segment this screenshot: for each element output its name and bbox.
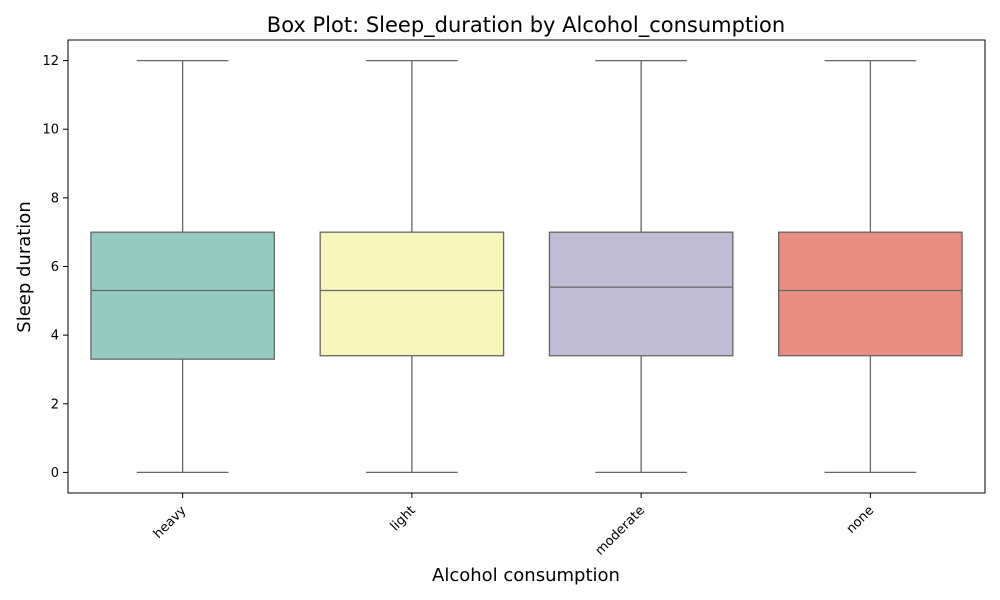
y-tick-label: 0 [51, 466, 59, 481]
x-tick-label: heavy [151, 503, 190, 542]
chart-title: Box Plot: Sleep_duration by Alcohol_cons… [267, 13, 785, 38]
box-none [778, 231, 963, 357]
x-axis-label: Alcohol consumption [432, 565, 620, 586]
box-group-heavy [90, 59, 275, 474]
y-tick-label: 12 [42, 54, 59, 69]
x-tick-label: light [388, 503, 419, 534]
box-heavy [90, 231, 275, 360]
y-tick-label: 8 [51, 191, 59, 206]
x-tick-label: moderate [593, 503, 648, 558]
y-tick-label: 4 [51, 329, 59, 344]
x-tick-label: none [844, 503, 878, 537]
box-light [319, 231, 505, 357]
box-moderate [548, 231, 734, 357]
box-group-moderate [548, 59, 734, 474]
y-tick-label: 10 [42, 123, 59, 138]
box-group-none [778, 59, 963, 474]
y-tick-label: 2 [51, 397, 59, 412]
box-group-light [319, 59, 505, 474]
y-axis-label: Sleep duration [14, 201, 35, 332]
plot-area [90, 59, 963, 474]
y-tick-label: 6 [51, 260, 59, 275]
